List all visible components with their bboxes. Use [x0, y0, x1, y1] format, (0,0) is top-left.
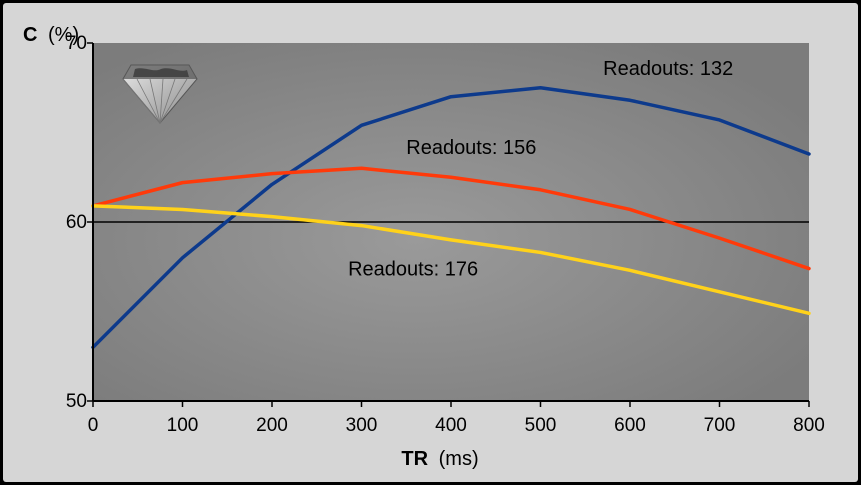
series-label-2: Readouts: 156 [406, 137, 536, 159]
chart-frame: Readouts: 132 Readouts: 156 Readouts: 176 … [3, 3, 858, 482]
x-tick-label: 300 [346, 415, 378, 436]
y-axis-title: C (%) [23, 24, 79, 46]
x-tick-label: 800 [793, 415, 825, 436]
x-tick-label: 600 [614, 415, 646, 436]
x-tick-label: 700 [704, 415, 736, 436]
x-tick-label: 100 [167, 415, 199, 436]
series-line-3 [91, 204, 811, 316]
x-axis-title-unit: (ms) [439, 448, 479, 470]
x-axis-title: TR (ms) [401, 448, 478, 470]
x-tick-label: 500 [525, 415, 557, 436]
series-line-2 [91, 166, 811, 271]
series-label-1: Readouts: 132 [603, 58, 733, 80]
x-tick-label: 400 [435, 415, 467, 436]
y-tick-label: 70 [66, 33, 87, 54]
y-tick-label: 60 [66, 212, 87, 233]
x-tick-label: 200 [256, 415, 288, 436]
y-axis-title-bold: C [23, 24, 37, 46]
x-axis-title-bold: TR [401, 448, 428, 470]
y-axis-title-unit: (%) [48, 24, 79, 46]
series-line-1 [91, 86, 811, 350]
y-tick-label: 50 [66, 391, 87, 412]
diamond-icon [122, 64, 198, 124]
x-tick-label: 0 [88, 415, 99, 436]
series-label-3: Readouts: 176 [348, 259, 478, 281]
